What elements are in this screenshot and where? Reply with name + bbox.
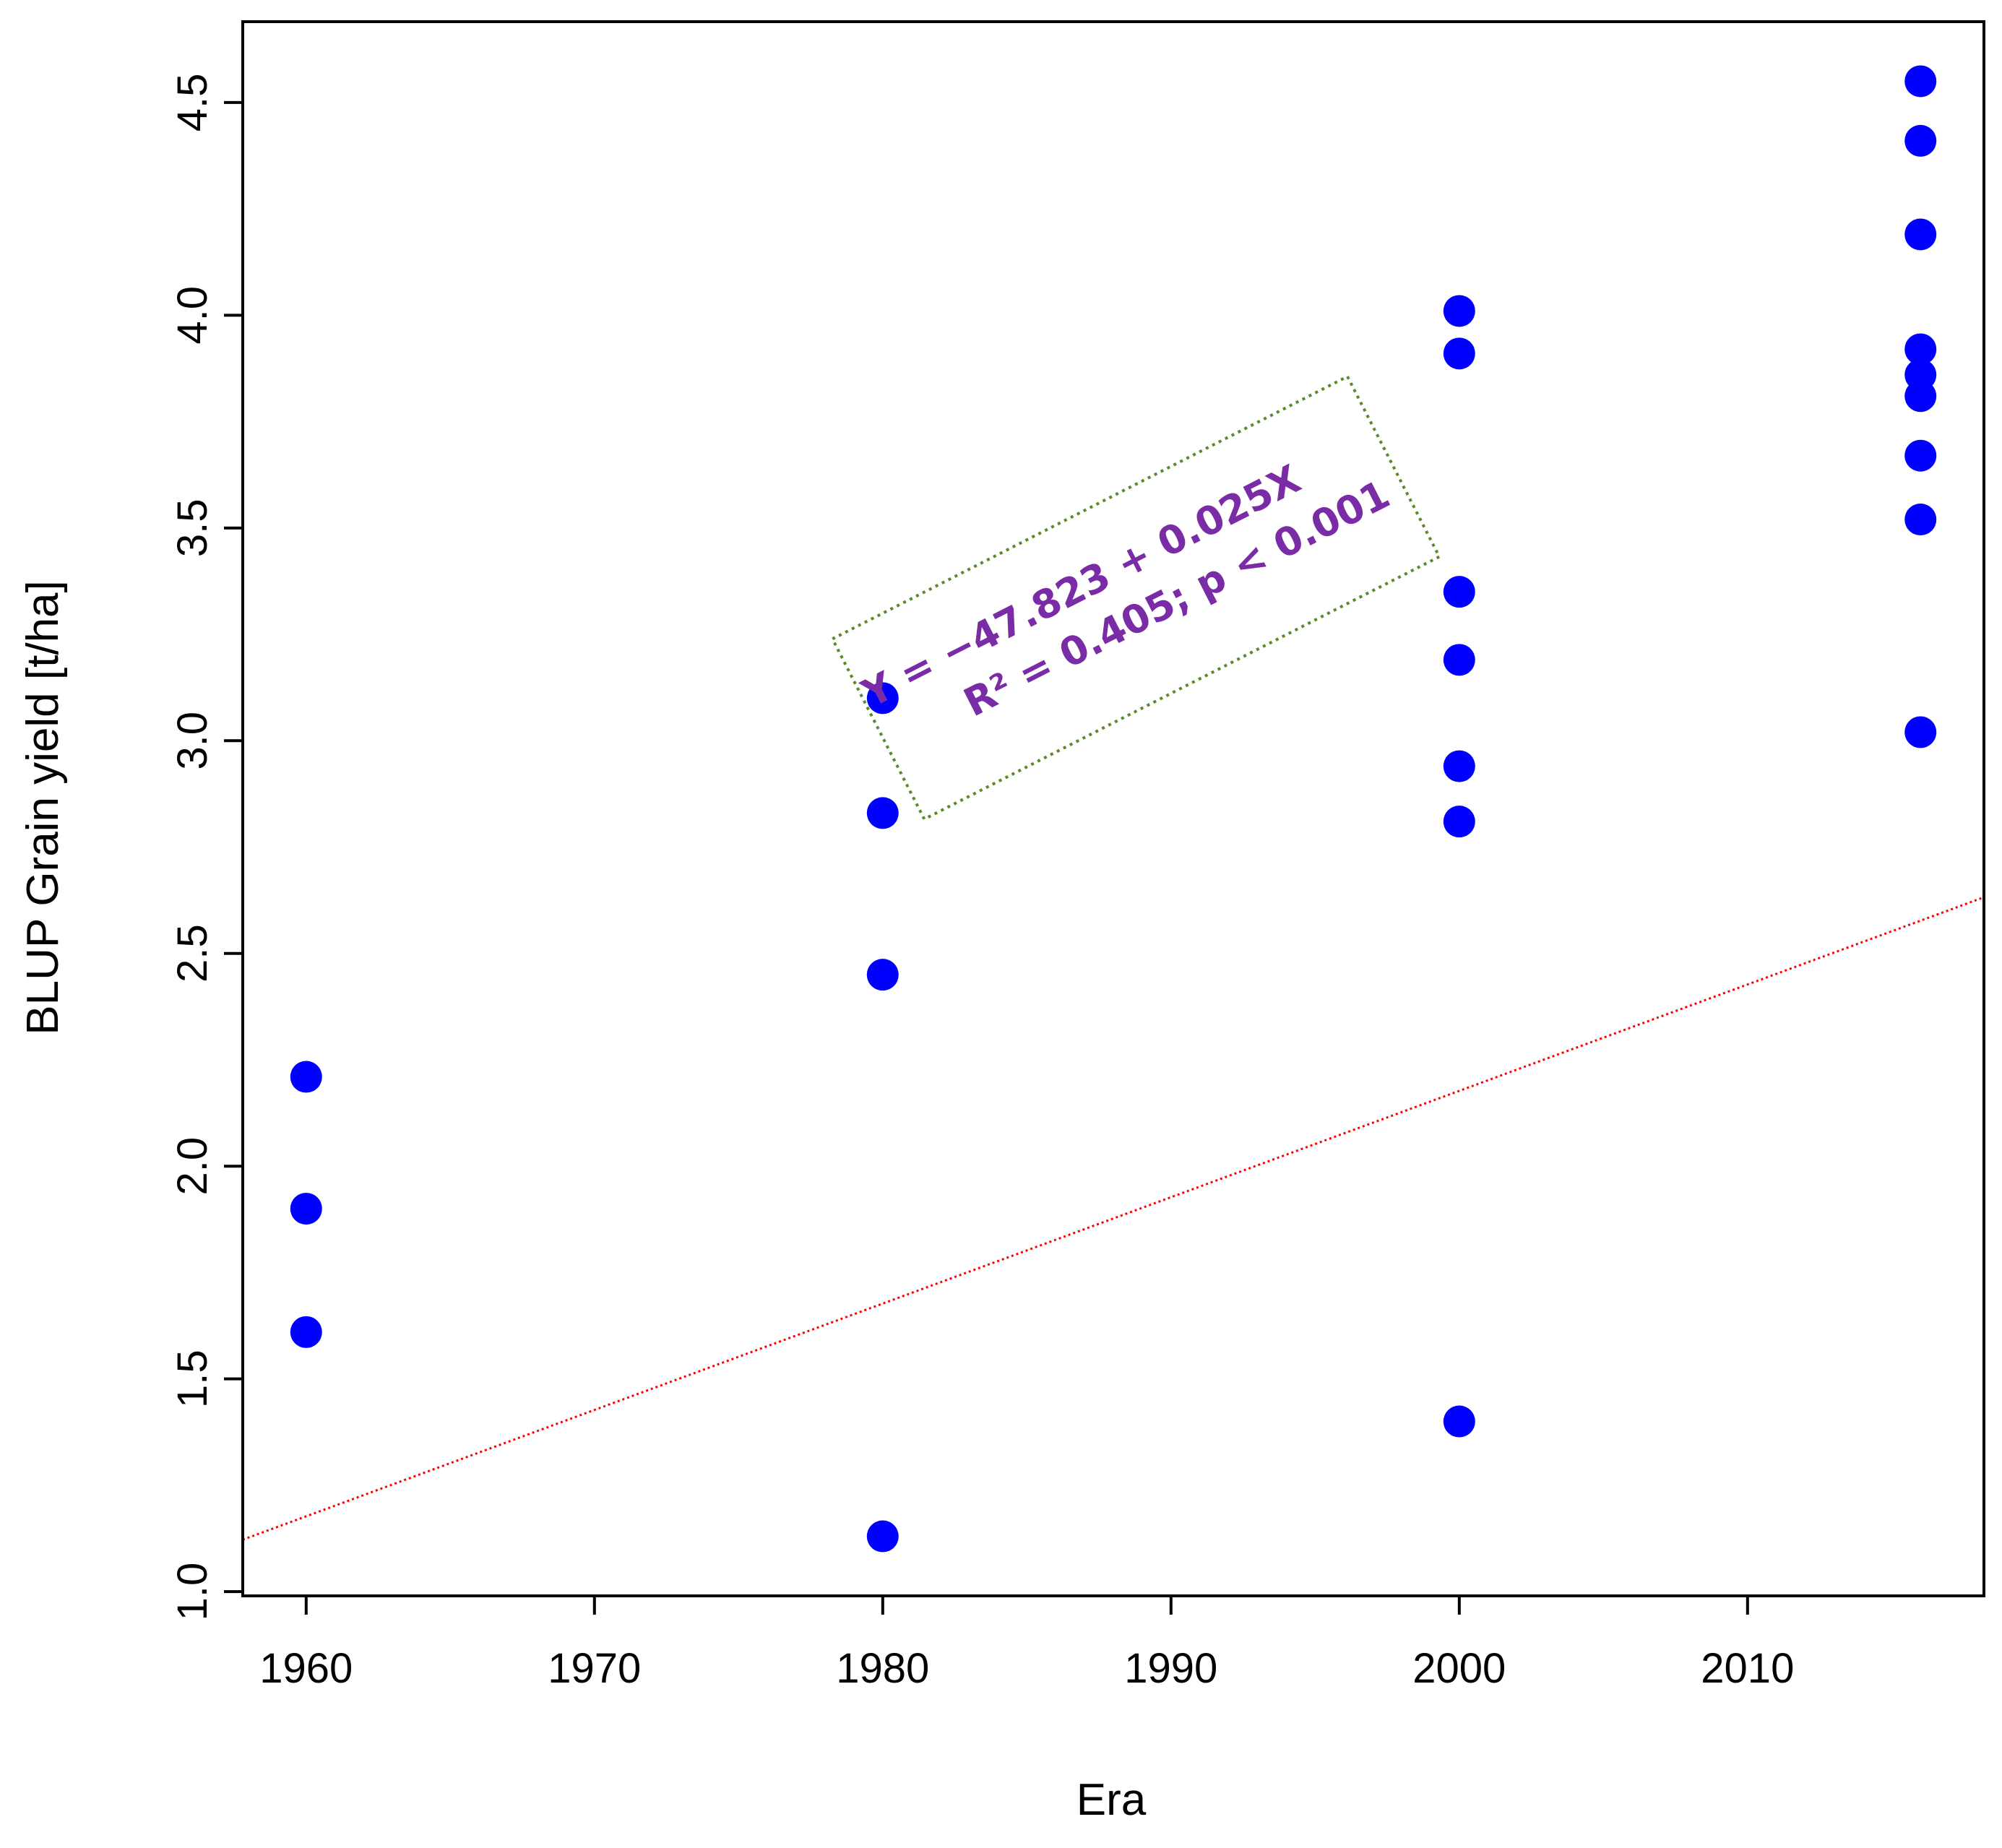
y-tick-label: 4.5 xyxy=(169,74,216,132)
x-axis-title: Era xyxy=(1076,1775,1147,1825)
data-point xyxy=(1443,644,1475,676)
plot-frame xyxy=(241,20,1985,1597)
y-axis-title: BLUP Grain yield [t/ha] xyxy=(18,580,68,1035)
y-tick-label: 1.5 xyxy=(169,1350,216,1408)
data-point xyxy=(290,1316,322,1348)
data-point xyxy=(1443,576,1475,608)
data-point xyxy=(1443,337,1475,370)
y-tick-label: 2.0 xyxy=(169,1137,216,1196)
data-point xyxy=(290,1061,322,1093)
data-point xyxy=(866,959,899,991)
data-point xyxy=(1904,504,1937,536)
data-point xyxy=(1904,380,1937,413)
x-axis: 1960 1970 1980 1990 2000 2010 xyxy=(259,1596,1794,1692)
y-tick-label: 1.0 xyxy=(169,1563,216,1621)
data-point xyxy=(1443,806,1475,838)
x-tick-label: 2010 xyxy=(1701,1645,1794,1692)
data-point xyxy=(1443,1405,1475,1438)
y-axis: 1.0 1.5 2.0 2.5 3.0 3.5 4.0 4.5 xyxy=(169,74,243,1621)
data-point xyxy=(1904,124,1937,157)
data-point xyxy=(1904,65,1937,98)
y-tick-label: 3.0 xyxy=(169,712,216,770)
x-tick-label: 2000 xyxy=(1412,1645,1506,1692)
data-point xyxy=(1904,218,1937,251)
points-layer xyxy=(290,65,1937,1553)
data-point xyxy=(290,1193,322,1225)
data-point xyxy=(1904,716,1937,748)
x-tick-label: 1970 xyxy=(548,1645,641,1692)
regression-layer xyxy=(242,896,1985,1541)
x-tick-label: 1980 xyxy=(836,1645,929,1692)
data-point xyxy=(1904,333,1937,366)
data-point xyxy=(866,1520,899,1553)
data-point xyxy=(1904,439,1937,472)
data-point xyxy=(866,797,899,829)
y-tick-label: 4.0 xyxy=(169,286,216,345)
data-point xyxy=(866,682,899,714)
regression-line xyxy=(242,896,1985,1541)
y-tick-label: 3.5 xyxy=(169,498,216,557)
x-tick-label: 1990 xyxy=(1124,1645,1217,1692)
data-point xyxy=(1443,295,1475,327)
data-point xyxy=(1443,750,1475,782)
y-tick-label: 2.5 xyxy=(169,924,216,983)
x-tick-label: 1960 xyxy=(259,1645,353,1692)
